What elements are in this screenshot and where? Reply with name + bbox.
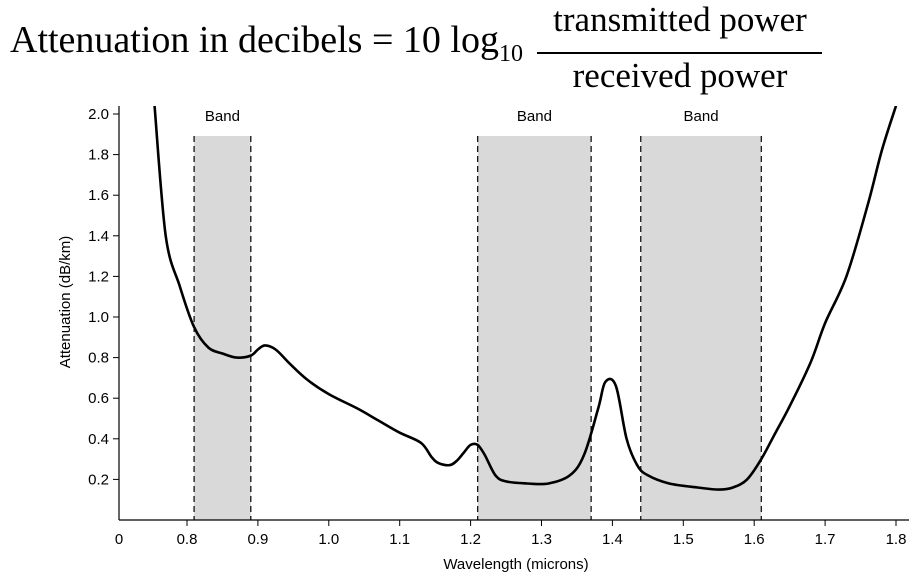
- y-tick-label: 1.4: [88, 228, 109, 245]
- bands-layer: Band Band Band: [193, 108, 762, 520]
- x-tick-label: 1.5: [673, 531, 694, 548]
- y-tick-label: 1.2: [88, 268, 109, 285]
- x-tick-label: 1.8: [886, 531, 907, 548]
- formula-numerator: transmitted power: [553, 0, 807, 39]
- band-region-1: [194, 136, 251, 520]
- band-region-2: [477, 136, 592, 520]
- x-tick-label: 0.9: [247, 531, 268, 548]
- y-tick-label: 0.6: [88, 390, 109, 407]
- x-tick-label: 1.3: [531, 531, 552, 548]
- x-axis-label: Wavelength (microns): [443, 556, 588, 573]
- formula-lhs: Attenuation in decibels = 10 log10: [10, 18, 523, 67]
- y-tick-label: 1.8: [88, 147, 109, 164]
- x-tick-label: 0.8: [177, 531, 198, 548]
- x-origin-label: 0: [115, 531, 123, 548]
- x-tick-label: 1.4: [602, 531, 623, 548]
- y-tick-label: 1.6: [88, 187, 109, 204]
- x-tick-label: 1.0: [318, 531, 339, 548]
- ticks-layer: 0.8 0.9 1.0 1.1 1.2 1.3 1.4 1.5 1.6 1.7 1.8 0.2 0.4 0…: [88, 106, 906, 548]
- formula-denominator: received power: [572, 56, 788, 95]
- band-label-1: Band: [205, 108, 240, 125]
- series-layer: [153, 106, 898, 491]
- formula-log-subscript: 10: [498, 41, 523, 67]
- y-tick-label: 0.4: [88, 431, 109, 448]
- band-label-3: Band: [684, 108, 719, 125]
- x-tick-label: 1.7: [815, 531, 836, 548]
- attenuation-curve-1: [153, 106, 898, 491]
- formula-fraction-bar: [537, 52, 822, 54]
- y-tick-label: 0.2: [88, 471, 109, 488]
- formula-lhs-text: Attenuation in decibels = 10 log: [10, 19, 499, 61]
- y-tick-label: 0.8: [88, 350, 109, 367]
- y-tick-label: 2.0: [88, 106, 109, 123]
- band-region-3: [640, 136, 762, 520]
- y-axis-label: Attenuation (dB/km): [57, 236, 74, 369]
- axes-layer: [118, 106, 909, 521]
- x-tick-label: 1.1: [389, 531, 410, 548]
- attenuation-formula: Attenuation in decibels = 10 log10 trans…: [0, 0, 910, 105]
- band-label-2: Band: [517, 108, 552, 125]
- y-tick-label: 1.0: [88, 309, 109, 326]
- x-tick-label: 1.6: [744, 531, 765, 548]
- x-tick-label: 1.2: [460, 531, 481, 548]
